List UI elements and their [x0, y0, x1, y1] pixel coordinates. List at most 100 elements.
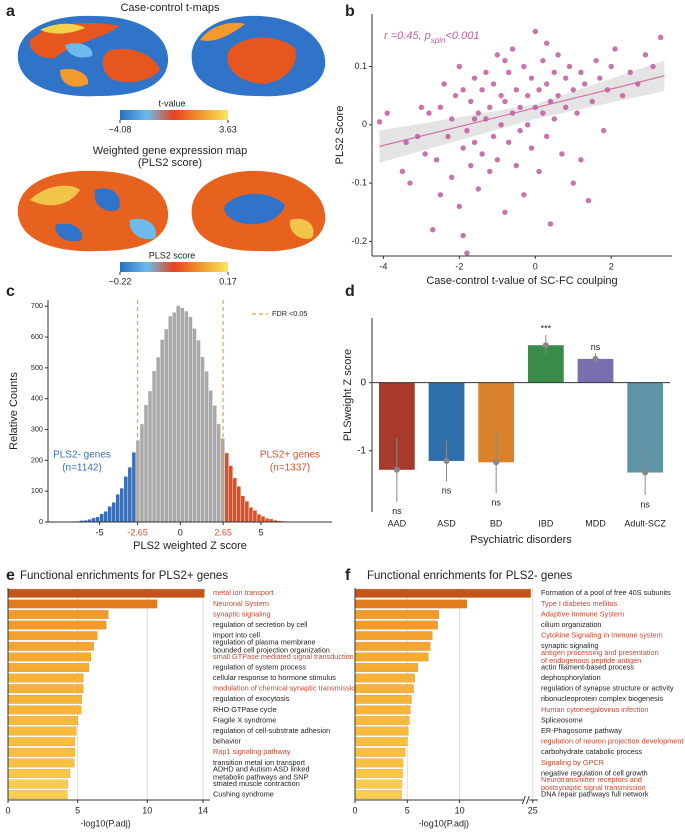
x-tick-label: -4 [379, 261, 387, 271]
x-axis-label: Case-control t-value of SC-FC coulping [426, 275, 617, 287]
x-axis-label: -log10(P.adj) [80, 818, 130, 828]
map-title: Case-control t-maps [120, 2, 220, 14]
category-label-line: regulation of plasma membrane [213, 637, 316, 646]
point [612, 46, 618, 52]
point [452, 92, 459, 99]
annotation: (n=1142) [62, 463, 102, 474]
point [471, 139, 478, 145]
bar [354, 620, 438, 630]
point [521, 192, 527, 198]
colorbar-tick-label: 3.63 [219, 124, 237, 134]
point [547, 221, 554, 227]
x-tick-label: 2.65 [214, 527, 232, 537]
point [418, 104, 425, 111]
panel-title: Functional enrichments for PLS2- genes [367, 570, 572, 582]
bar [354, 758, 404, 768]
category-label: Type I diabetes mellitus [541, 599, 618, 608]
annotation: r =0.45, pspin<0.001 [384, 30, 479, 45]
panel-title: Functional enrichments for PLS2+ genes [20, 570, 228, 582]
category-label: cilium organization [541, 620, 601, 629]
category-label: cellular response to hormone stimulus [213, 673, 336, 682]
point [570, 87, 576, 93]
histogram-bar [256, 514, 262, 523]
y-tick-label: 400 [31, 394, 43, 403]
histogram-bar [123, 476, 129, 523]
point [399, 168, 406, 175]
point [574, 110, 580, 116]
point [597, 75, 603, 81]
bar [354, 694, 412, 704]
colorbar [120, 110, 228, 120]
bar [354, 726, 409, 736]
patch [55, 223, 83, 242]
point [498, 122, 504, 128]
x-tick-label: -2 [455, 261, 463, 271]
point [547, 98, 554, 105]
histogram-bar [176, 305, 181, 523]
x-tick-label: AAD [388, 518, 407, 528]
point [524, 92, 531, 99]
point [619, 92, 626, 99]
point [494, 52, 501, 58]
y-tick-label: 300 [31, 424, 43, 433]
point [407, 180, 413, 186]
histogram-bar [236, 486, 242, 523]
category-label: synaptic signaling [213, 609, 271, 618]
bar [7, 652, 92, 662]
histogram-bar [115, 494, 121, 523]
histogram-bar [111, 502, 116, 523]
point [460, 145, 466, 151]
point [433, 157, 440, 163]
colorbar-tick-label: −4.08 [109, 124, 132, 134]
point [536, 87, 542, 93]
histogram-bar [196, 339, 201, 523]
mean-dot [443, 457, 450, 464]
patch [289, 218, 314, 239]
bar [7, 747, 76, 757]
x-tick-label: ASD [437, 518, 456, 528]
histogram-bar [240, 495, 246, 523]
panel-letter: e [6, 567, 15, 584]
point [422, 151, 428, 157]
point [460, 87, 466, 93]
category-label: metal ion transport [213, 588, 273, 597]
point [475, 110, 482, 116]
point [543, 81, 550, 87]
category-label: Neurotransmitter receptors and postsynapt… [541, 775, 646, 792]
x-tick-label: 2 [609, 261, 614, 271]
category-label: regulation of system process [213, 662, 306, 671]
x-tick-label: 5 [258, 527, 263, 537]
histogram-bar [212, 405, 217, 523]
x-tick-label: IBD [538, 518, 554, 528]
histogram-bar [139, 423, 145, 523]
histogram-bar [143, 404, 149, 523]
category-label: Human cytomegalovirus infection [541, 705, 648, 714]
category-label-line: ADHD and Autism ASD linked [213, 764, 310, 773]
patch [65, 43, 93, 58]
category-label: modulation of chemical synaptic transmis… [213, 684, 359, 693]
point [509, 46, 516, 52]
significance-label: ns [442, 486, 452, 496]
point [376, 119, 383, 125]
histogram-bar [135, 440, 141, 523]
x-tick-label: 10 [455, 805, 465, 815]
colorbar-title: PLS2 score [149, 250, 196, 260]
point [437, 104, 444, 111]
annotation: PLS2- genes [53, 450, 111, 461]
patch [227, 37, 296, 84]
patch [94, 188, 120, 211]
y-tick-label: 0 [362, 119, 367, 129]
category-label: regulation of cell-substrate adhesion [213, 726, 330, 735]
histogram-bar [204, 371, 209, 523]
point [562, 104, 569, 111]
axis-break-gap [523, 796, 530, 804]
x-tick-label: 5 [75, 805, 80, 815]
point [642, 52, 649, 58]
bar [7, 588, 205, 598]
bar [354, 599, 468, 609]
bar [354, 631, 433, 641]
point [414, 133, 421, 140]
x-tick-label: MDD [585, 518, 606, 528]
y-tick-label: -0.2 [351, 236, 367, 246]
